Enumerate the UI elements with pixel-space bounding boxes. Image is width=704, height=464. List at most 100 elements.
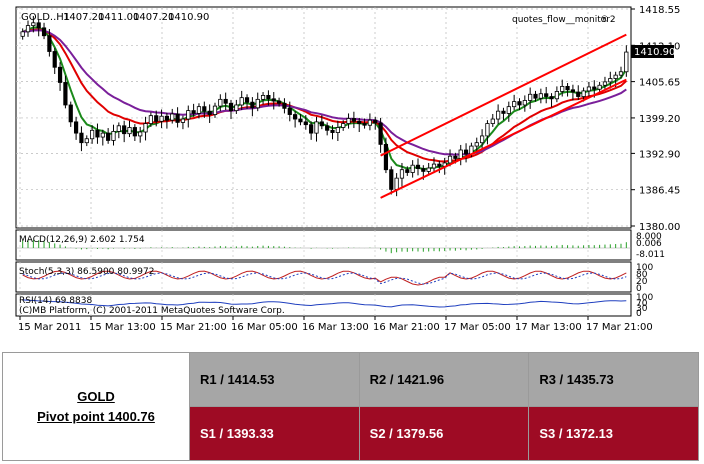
rsi-line [22, 299, 627, 308]
x-tick-label: 17 Mar 05:00 [444, 322, 511, 333]
candle-body [282, 102, 287, 109]
candle-body [244, 97, 250, 103]
y-tick-label: 1399.20 [639, 114, 680, 125]
candle-body [512, 101, 517, 108]
candle-body [389, 169, 394, 190]
candle-body [41, 27, 47, 37]
candle-body [106, 132, 111, 141]
candle-body [191, 110, 196, 114]
candle-body [437, 163, 442, 167]
candle-body [362, 123, 367, 126]
stoch-tick-0: 0 [636, 284, 642, 294]
candle-body [586, 86, 592, 92]
indicator-name: quotes_flow__monitor2 [512, 15, 616, 25]
pivot-table: GOLD Pivot point 1400.76 R1 / 1414.53 R2… [2, 352, 699, 461]
candle-body [298, 118, 303, 123]
gold-symbol: GOLD [77, 388, 115, 404]
rsi-tick-100: 100 [636, 293, 653, 303]
registered-icon: ® [600, 15, 609, 25]
x-tick-label: 16 Mar 13:00 [302, 322, 369, 333]
candle-body [517, 101, 522, 106]
price-chart: 1418.551412.101405.651399.201392.901386.… [0, 0, 704, 345]
candle-body [95, 129, 100, 138]
candle-body [335, 127, 340, 133]
candle-body [100, 132, 105, 138]
s1-cell: S1 / 1393.33 [189, 406, 360, 461]
r2-cell: R2 / 1421.96 [358, 352, 530, 407]
candle-body [122, 125, 127, 135]
y-tick-label: 1386.45 [639, 186, 680, 197]
ohlc-low: 1407.20 [133, 12, 174, 23]
candle-body [250, 101, 255, 109]
candle-body [479, 135, 485, 144]
candle-body [138, 131, 143, 137]
gold-pivot-cell: GOLD Pivot point 1400.76 [2, 352, 190, 461]
candle-body [624, 51, 629, 73]
candle-body [570, 89, 576, 93]
x-tick-label: 15 Mar 21:00 [160, 322, 227, 333]
candle-body [506, 106, 511, 114]
current-price-label: 1410.90 [634, 47, 675, 58]
candle-body [234, 104, 239, 112]
x-tick-label: 16 Mar 05:00 [231, 322, 298, 333]
candle-body [180, 118, 186, 123]
candle-body [63, 82, 68, 106]
candle-body [36, 22, 41, 29]
rsi-tick-30: 30 [636, 304, 648, 314]
candle-body [351, 118, 356, 122]
candle-body [143, 123, 148, 133]
candle-body [79, 132, 84, 144]
current-price-box [631, 45, 674, 58]
candle-body [592, 86, 597, 90]
candle-body [528, 93, 533, 101]
candle-body [68, 104, 73, 123]
rsi-panel-frame [15, 293, 632, 317]
stoch-tick-80: 80 [636, 270, 648, 280]
candle-body [474, 142, 479, 147]
candle-body [426, 167, 431, 172]
candle-body [319, 121, 324, 127]
candle-body [431, 163, 437, 169]
candle-body [367, 119, 373, 126]
candle-body [47, 35, 52, 52]
candle-body [560, 85, 565, 92]
candle-body [554, 91, 559, 100]
candle-body [544, 93, 549, 97]
stoch-tick-20: 20 [636, 277, 648, 287]
candle-body [293, 114, 298, 120]
candle-body [132, 127, 137, 137]
candle-body [608, 78, 613, 83]
stoch-tick-100: 100 [636, 263, 653, 273]
candle-body [576, 91, 581, 97]
candle-body [266, 95, 271, 100]
candle-body [148, 115, 153, 124]
x-tick-label: 17 Mar 13:00 [515, 322, 582, 333]
macd-tick-bottom: -8.011 [636, 250, 665, 260]
stoch-panel-frame [15, 261, 632, 293]
candle-body [602, 81, 608, 86]
macd-panel-frame [15, 229, 632, 261]
macd-label: MACD(12,26,9) 2.602 1.754 [19, 235, 145, 245]
chart-background [0, 0, 704, 345]
support-row: S1 / 1393.33 S2 / 1379.56 S3 / 1372.13 [3, 406, 699, 461]
candle-body [164, 115, 170, 121]
y-tick-label: 1418.55 [639, 5, 680, 16]
x-tick-label: 15 Mar 13:00 [89, 322, 156, 333]
candle-body [463, 149, 469, 155]
rsi-tick-70: 70 [636, 299, 648, 309]
ohlc-high: 1411.00 [98, 12, 139, 23]
candle-body [613, 74, 618, 79]
copyright-label: (C)MB Platform, (C) 2001-2011 MetaQuotes… [19, 306, 285, 316]
stoch-d-line [22, 272, 627, 285]
macd-tick-top: 8.000 [636, 232, 662, 242]
candle-body [485, 123, 490, 137]
candle-body [271, 98, 276, 102]
candle-body [57, 66, 63, 83]
candle-body [218, 98, 223, 107]
candle-body [20, 31, 25, 37]
s2-cell: S2 / 1379.56 [358, 406, 530, 461]
candle-body [90, 129, 95, 140]
candle-body [309, 124, 314, 134]
candle-body [73, 121, 79, 134]
candle-body [196, 106, 202, 114]
